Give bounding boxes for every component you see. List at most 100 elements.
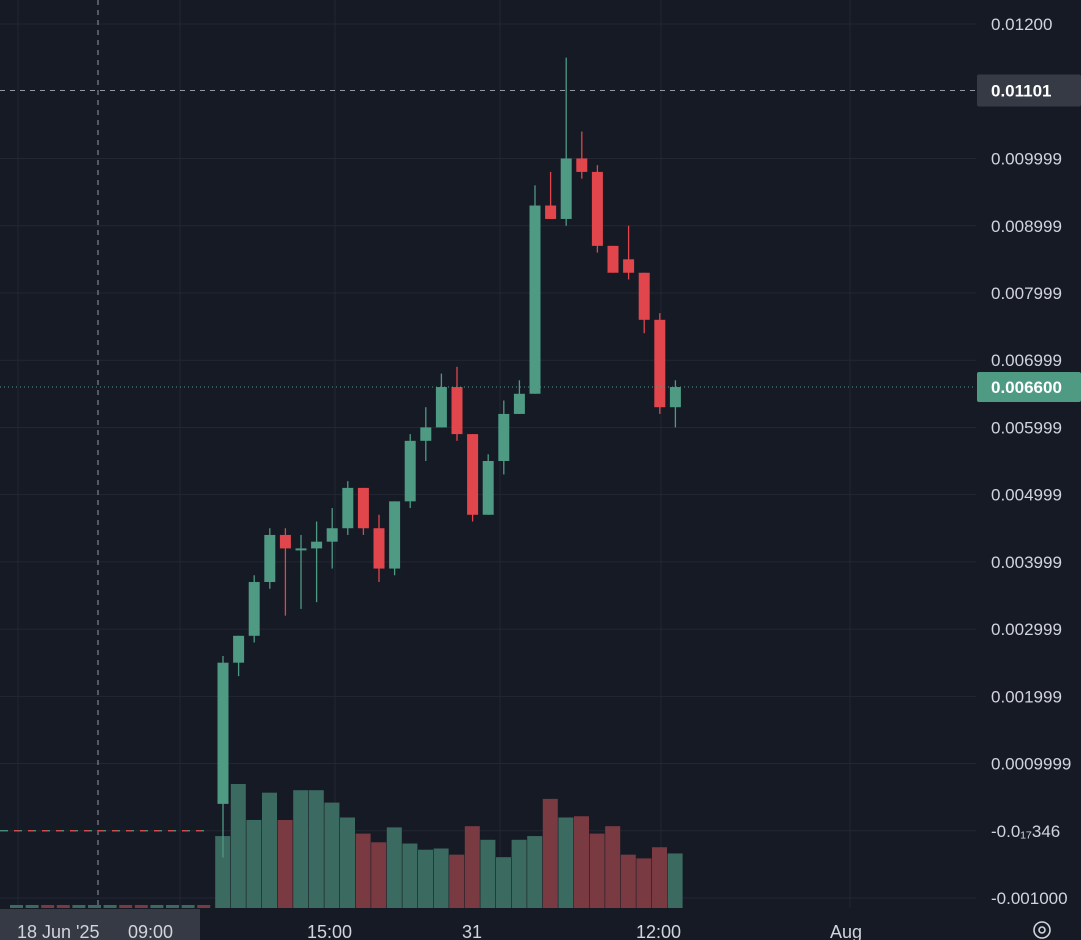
candle-down [357,487,369,529]
volume-bar [181,905,195,908]
candle-down [279,534,291,549]
volume-bar [418,849,433,908]
price-tick-label: 0.008999 [991,217,1062,236]
candle-up [560,158,572,219]
volume-bar [72,905,86,908]
price-tick-label: 0.002999 [991,620,1062,639]
volume-bar [558,817,574,908]
volume-bar [589,833,605,908]
gear-icon-ring [1033,921,1051,939]
volume-bar [246,819,262,908]
volume-bar [402,843,418,908]
candle-down [654,319,666,408]
volume-bar [542,798,558,908]
volume-bar [636,858,652,908]
last-price-label: 0.006600 [991,378,1062,397]
candle-up [404,440,416,502]
volume-bar [293,790,309,908]
candle-down [451,387,463,435]
candle-down [467,434,479,515]
volume-bar [433,848,449,908]
volume-bar [308,790,324,908]
time-tick-label: 31 [462,922,482,940]
candle-up [217,662,229,804]
volume-bar [103,905,117,908]
time-tick-label: 09:00 [128,922,173,940]
volume-bar [215,836,231,908]
volume-bar [371,842,387,908]
candle-up [513,393,525,414]
candle-up [311,541,323,549]
volume-bar [449,854,465,908]
candle-down [373,528,385,569]
volume-bar [197,905,211,908]
candle-up [342,487,354,529]
volume-bar [667,853,683,908]
crosshair-price-badge [977,74,1081,107]
time-tick-label: 15:00 [307,922,352,940]
candle-up [248,582,260,636]
candle-up [420,427,432,441]
volume-bar [340,817,355,908]
price-tick-label: 0.0009999 [991,755,1071,774]
volume-bar [620,854,636,908]
candle-down [607,245,619,273]
candle-down [623,259,635,273]
price-tick-label: 0.001999 [991,687,1062,706]
volume-bar [41,905,55,908]
price-axis[interactable]: 0.01200 0.009999 0.008999 0.007999 0.006999 0… [977,15,1081,908]
candles [217,57,681,858]
candle-up [326,528,338,542]
volume-bar [25,905,39,908]
price-tick-label: -0.0₁₇346 [991,822,1060,841]
candle-up [295,548,307,551]
volume-bar [56,905,70,908]
volume-bar [652,847,667,908]
volume-bar [511,839,527,908]
candle-up [233,635,245,663]
price-tick-label: -0.001000 [991,889,1068,908]
candle-down [545,205,557,219]
price-tick-label: 0.004999 [991,486,1062,505]
volume-bar [386,827,402,908]
volume-bar [355,833,371,908]
candle-up [482,461,494,515]
candle-up [389,501,401,569]
volume-bar [262,792,277,908]
volume-bar [527,836,543,908]
volume-bar [119,905,133,908]
price-tick-label: 0.009999 [991,150,1062,169]
volume-bar [574,816,589,908]
candle-down [576,158,588,172]
gear-icon[interactable] [1033,921,1051,939]
time-tick-label: 12:00 [636,922,681,940]
grid [0,0,976,908]
candle-up [435,387,447,428]
crosshair-time-badge [0,909,200,940]
crosshair-overlay [0,0,976,908]
crosshair-time-label: 18 Jun '25 [17,922,100,940]
price-tick-label: 0.006999 [991,351,1062,370]
volume-bar [496,857,511,908]
candle-up [498,413,510,461]
volume-bar [10,905,23,908]
price-tick-label: 0.005999 [991,418,1062,437]
candle-down [638,272,650,320]
volume-bar [150,905,164,908]
time-axis[interactable]: 18 Jun '25 09:00 15:00 31 12:00 Aug [0,909,1051,940]
price-tick-label: 0.003999 [991,553,1062,572]
crosshair-price-label: 0.01101 [991,82,1052,101]
volume-bar [277,819,293,908]
volume-bar [464,826,480,908]
volume-bar [480,839,496,908]
candle-up [264,534,276,583]
volume-bar [605,826,621,908]
candle-up [529,205,541,394]
time-tick-label: Aug [830,922,862,940]
candle-down [591,171,603,246]
candle-up [669,387,681,408]
price-tick-label: 0.01200 [991,15,1052,34]
last-price-badge [977,372,1081,403]
